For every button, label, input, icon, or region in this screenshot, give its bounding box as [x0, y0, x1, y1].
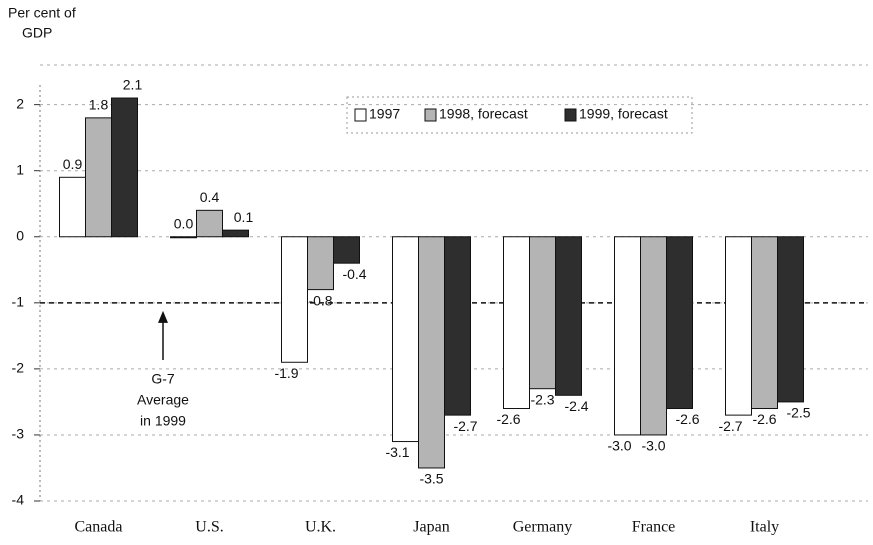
value-label: 1.8 — [89, 97, 109, 113]
y-tick-label: 0 — [16, 227, 24, 243]
legend-swatch — [354, 108, 367, 122]
value-label: -2.6 — [496, 411, 520, 427]
value-label: -2.6 — [752, 411, 776, 427]
y-tick-label: 2 — [16, 95, 24, 111]
legend-label: 1997 — [369, 106, 400, 122]
value-label: 2.1 — [123, 77, 143, 93]
bar — [392, 236, 419, 443]
bar — [614, 236, 641, 436]
bar — [170, 236, 197, 239]
legend-swatch — [424, 108, 437, 122]
value-label: -3.0 — [641, 438, 665, 454]
legend-label: 1999, forecast — [579, 106, 668, 122]
bar — [307, 236, 334, 291]
value-label: -3.0 — [607, 438, 631, 454]
bar — [555, 236, 582, 396]
legend-swatch — [564, 108, 577, 122]
legend-label: 1998, forecast — [439, 106, 528, 122]
value-label: -3.5 — [419, 471, 443, 487]
bar — [640, 236, 667, 436]
x-tick-label: Japan — [413, 519, 449, 536]
annotation: Average — [137, 392, 189, 408]
value-label: 0.1 — [234, 209, 254, 225]
value-label: 0.0 — [174, 215, 194, 231]
bar — [222, 229, 249, 238]
y-tick-label: 1 — [16, 161, 24, 177]
bar — [85, 117, 112, 238]
bar — [503, 236, 530, 410]
bar — [725, 236, 752, 416]
bar — [529, 236, 556, 390]
bar — [59, 176, 86, 238]
x-tick-label: Canada — [75, 519, 123, 536]
value-label: -0.8 — [308, 292, 332, 308]
value-label: -2.7 — [718, 418, 742, 434]
y-axis-label: GDP — [22, 25, 52, 41]
bar — [333, 236, 360, 264]
value-label: -2.3 — [530, 391, 554, 407]
value-label: -2.6 — [675, 411, 699, 427]
x-tick-label: Germany — [513, 519, 573, 536]
y-tick-label: -2 — [12, 360, 25, 376]
bar — [111, 97, 138, 238]
x-tick-label: France — [632, 519, 676, 536]
bar — [751, 236, 778, 410]
y-tick-label: -4 — [12, 492, 25, 508]
bar — [196, 209, 223, 238]
bar — [777, 236, 804, 403]
bar — [444, 236, 471, 416]
value-label: -2.7 — [453, 418, 477, 434]
value-label: -0.4 — [342, 266, 366, 282]
x-tick-label: U.K. — [305, 519, 336, 536]
annotation: in 1999 — [140, 413, 186, 429]
value-label: 0.4 — [200, 189, 220, 205]
y-tick-label: -1 — [12, 294, 25, 310]
value-label: -3.1 — [385, 444, 409, 460]
y-axis-label: Per cent of — [8, 5, 76, 21]
value-label: 0.9 — [63, 156, 83, 172]
value-label: -2.4 — [564, 398, 588, 414]
x-tick-label: Italy — [750, 519, 779, 536]
value-label: -1.9 — [274, 365, 298, 381]
arrow-head — [158, 310, 168, 323]
annotation: G-7 — [151, 371, 175, 387]
bar — [418, 236, 445, 469]
bar — [666, 236, 693, 410]
value-label: -2.5 — [786, 405, 810, 421]
bar — [281, 236, 308, 363]
x-tick-label: U.S. — [195, 519, 223, 536]
y-tick-label: -3 — [12, 426, 25, 442]
